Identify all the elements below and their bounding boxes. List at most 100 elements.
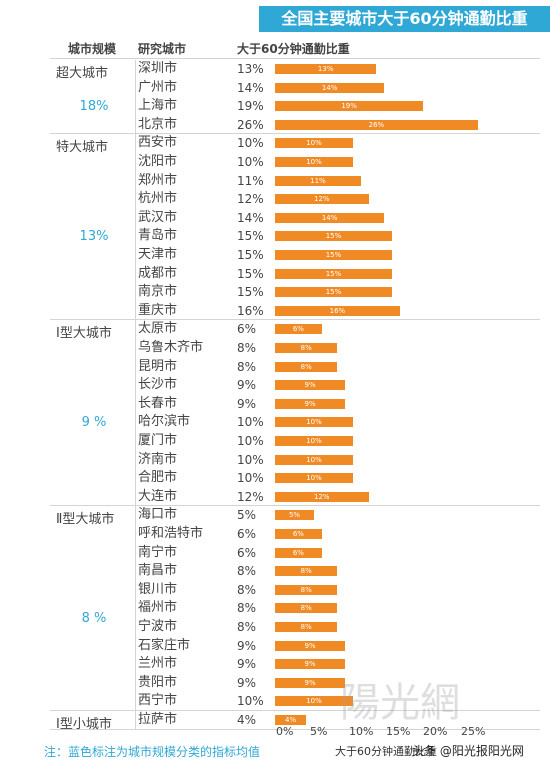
city-label: 海口市 bbox=[138, 507, 178, 523]
city-label: 南京市 bbox=[138, 284, 178, 300]
bar bbox=[275, 212, 385, 223]
x-tick-label: 5% bbox=[310, 725, 328, 738]
bar-data-label: 10% bbox=[306, 697, 322, 706]
group-divider-line bbox=[135, 711, 136, 730]
footnote: 注：蓝色标注为城市规模分类的指标均值 bbox=[44, 745, 261, 759]
bar-data-label: 10% bbox=[306, 139, 322, 148]
value-label: 10% bbox=[237, 434, 264, 448]
group-average: 9 % bbox=[81, 415, 107, 431]
value-label: 8% bbox=[237, 359, 257, 374]
bar-data-label: 15% bbox=[325, 269, 342, 278]
watermark-logo: 陽光網 bbox=[340, 680, 460, 726]
bar bbox=[275, 715, 307, 725]
city-label: 长沙市 bbox=[138, 377, 178, 393]
bar bbox=[275, 361, 338, 372]
group-label: 超大城市 bbox=[56, 66, 109, 81]
value-label: 9% bbox=[237, 396, 257, 411]
city-label: 深圳市 bbox=[138, 61, 178, 76]
bar-data-label: 6% bbox=[292, 325, 304, 334]
value-label: 6% bbox=[237, 322, 257, 337]
bar-data-label: 12% bbox=[314, 492, 330, 501]
bar bbox=[275, 305, 400, 316]
bar bbox=[275, 194, 369, 205]
bar bbox=[275, 101, 424, 112]
group-label: 特大城市 bbox=[56, 140, 109, 156]
bar-data-label: 6% bbox=[292, 530, 304, 538]
city-label: 福州市 bbox=[138, 600, 178, 616]
bar bbox=[275, 677, 346, 688]
group-separator bbox=[50, 505, 540, 507]
bar-data-label: 8% bbox=[300, 344, 312, 352]
value-label: 19% bbox=[237, 99, 264, 114]
bar-data-label: 11% bbox=[310, 176, 326, 185]
header-value: 大于60分钟通勤比重 bbox=[237, 42, 350, 56]
value-label: 5% bbox=[237, 508, 257, 523]
source-credit: 头条 @阳光报阳光网 bbox=[412, 744, 524, 758]
value-label: 14% bbox=[237, 80, 264, 95]
city-label: 银川市 bbox=[138, 581, 178, 597]
x-tick-label: 15% bbox=[386, 725, 411, 738]
city-label: 沈阳市 bbox=[138, 154, 178, 169]
bar bbox=[275, 547, 322, 558]
value-label: 9% bbox=[237, 638, 257, 653]
city-label: 天津市 bbox=[138, 247, 178, 262]
value-label: 15% bbox=[237, 285, 264, 300]
group-separator bbox=[50, 133, 540, 135]
bar-data-label: 10% bbox=[306, 474, 322, 483]
bar bbox=[275, 584, 338, 595]
bar-data-label: 13% bbox=[317, 65, 334, 73]
bar-data-label: 15% bbox=[325, 288, 342, 297]
bar bbox=[275, 529, 322, 539]
city-label: 厦门市 bbox=[138, 433, 178, 448]
city-label: 呼和浩特市 bbox=[138, 526, 204, 541]
bar bbox=[275, 138, 353, 149]
value-label: 6% bbox=[237, 545, 257, 560]
city-label: 杭州市 bbox=[138, 191, 178, 207]
city-label: 兰州市 bbox=[138, 656, 178, 672]
city-label: 贵阳市 bbox=[138, 674, 178, 690]
bar bbox=[275, 603, 338, 614]
value-label: 10% bbox=[237, 415, 264, 430]
group-label: Ⅰ型小城市 bbox=[56, 717, 112, 732]
value-label: 8% bbox=[237, 620, 257, 634]
value-label: 9% bbox=[237, 675, 257, 690]
group-label: Ⅱ型大城市 bbox=[56, 512, 115, 528]
value-label: 8% bbox=[237, 582, 257, 597]
bar bbox=[275, 175, 361, 186]
x-axis-label: 大于60分钟通勤比重 bbox=[335, 745, 437, 758]
value-label: 11% bbox=[237, 173, 264, 188]
bar-data-label: 8% bbox=[300, 623, 312, 631]
bar-data-label: 10% bbox=[306, 437, 322, 445]
bar-data-label: 4% bbox=[285, 716, 297, 724]
chart-title: 全国主要城市大于60分钟通勤比重 bbox=[259, 6, 550, 32]
city-label: 青岛市 bbox=[138, 228, 178, 244]
x-tick-label: 20% bbox=[423, 725, 448, 738]
value-label: 8% bbox=[237, 601, 257, 616]
value-label: 26% bbox=[237, 117, 264, 132]
bar-data-label: 9% bbox=[304, 399, 316, 408]
city-label: 西安市 bbox=[138, 135, 178, 151]
city-label: 石家庄市 bbox=[138, 637, 191, 653]
bar bbox=[275, 510, 314, 521]
bar bbox=[275, 473, 353, 484]
value-label: 16% bbox=[237, 303, 264, 318]
value-label: 10% bbox=[237, 694, 264, 709]
city-label: 南宁市 bbox=[138, 544, 178, 560]
bar-data-label: 10% bbox=[306, 418, 322, 427]
header-city: 研究城市 bbox=[138, 42, 187, 56]
bar bbox=[275, 250, 392, 260]
bar-data-label: 9% bbox=[304, 660, 316, 669]
group-divider-line bbox=[135, 506, 136, 711]
bar-data-label: 9% bbox=[304, 381, 316, 390]
city-label: 合肥市 bbox=[138, 470, 178, 486]
bar-data-label: 6% bbox=[292, 548, 304, 557]
bar-data-label: 9% bbox=[304, 641, 316, 650]
value-label: 10% bbox=[237, 155, 264, 169]
group-divider-line bbox=[135, 134, 136, 321]
bar-data-label: 16% bbox=[329, 306, 346, 315]
bar bbox=[275, 622, 338, 632]
group-average: 13% bbox=[79, 229, 109, 245]
value-label: 6% bbox=[237, 527, 257, 541]
city-label: 重庆市 bbox=[138, 302, 178, 318]
group-label: Ⅰ型大城市 bbox=[56, 326, 112, 342]
